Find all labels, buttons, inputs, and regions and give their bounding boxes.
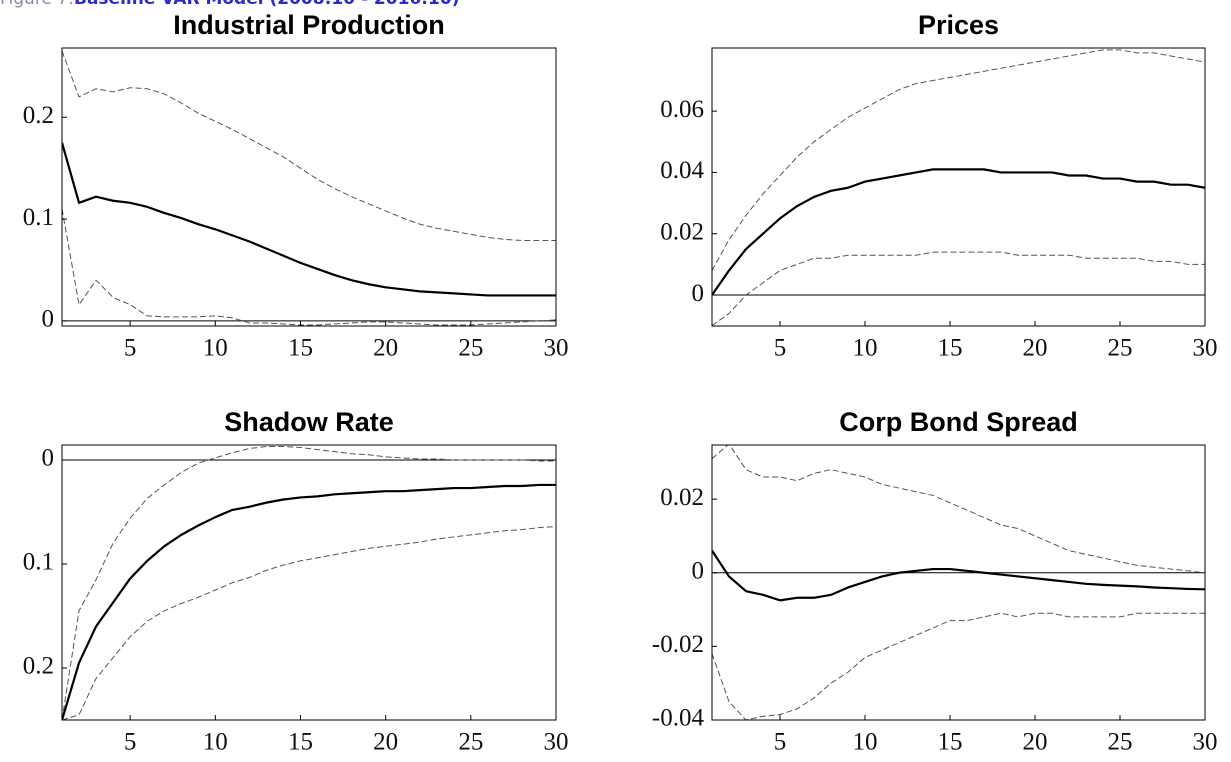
y-tick-label: 0 <box>42 445 55 472</box>
x-tick-label: 10 <box>203 335 228 362</box>
x-tick-label: 5 <box>774 729 787 756</box>
y-tick-label: 0.1 <box>23 204 54 231</box>
x-tick-label: 10 <box>853 729 878 756</box>
axes-frame <box>711 47 1206 327</box>
x-tick-label: 25 <box>458 335 483 362</box>
response-line <box>62 142 556 297</box>
x-tick-label: 25 <box>1108 729 1133 756</box>
band-line <box>712 49 1205 271</box>
x-tick-label: 15 <box>288 335 313 362</box>
response-line <box>712 550 1205 602</box>
x-tick-label: 15 <box>938 729 963 756</box>
y-tick-label: 0.04 <box>660 157 704 184</box>
x-tick-label: 5 <box>124 729 137 756</box>
x-tick-label: 30 <box>1193 729 1218 756</box>
subplot: Corp Bond Spread 5 10 15 20 25 30 -0.04 -0.02 0 0.… <box>652 407 1218 756</box>
plot-area <box>712 49 1205 326</box>
y-tick-label: 0.1 <box>23 549 54 576</box>
y-tick-label: 0.02 <box>660 484 704 511</box>
caption-label: Figure 7: <box>0 0 74 9</box>
band-line <box>62 526 556 720</box>
y-tick-label: 0.06 <box>660 96 704 123</box>
x-tick-label: 20 <box>1023 729 1048 756</box>
band-line <box>712 612 1205 720</box>
x-tick-label: 20 <box>373 729 398 756</box>
plot-area <box>62 50 556 326</box>
x-tick-label: 15 <box>938 335 963 362</box>
x-tick-label: 25 <box>458 729 483 756</box>
y-tick-label: 0 <box>692 557 705 584</box>
axes-frame <box>61 47 557 327</box>
x-tick-label: 30 <box>544 729 569 756</box>
subplot: Industrial Production 5 10 15 20 25 30 0 0.1 0.2 <box>23 10 569 362</box>
response-line <box>712 168 1205 296</box>
caption-text: Baseline VAR Model (2008:10 - 2016:10) <box>74 0 459 9</box>
subplot-title: Prices <box>918 10 999 40</box>
x-tick-label: 15 <box>288 729 313 756</box>
x-tick-label: 10 <box>203 729 228 756</box>
band-line <box>62 445 556 720</box>
y-tick-label: 0.2 <box>23 102 54 129</box>
axes-frame <box>711 444 1206 721</box>
plot-area <box>712 445 1205 720</box>
band-line <box>712 445 1205 574</box>
y-tick-label: 0 <box>42 306 55 333</box>
x-tick-label: 5 <box>774 335 787 362</box>
axes-frame <box>61 444 557 721</box>
x-tick-label: 5 <box>124 335 137 362</box>
x-tick-label: 20 <box>373 335 398 362</box>
x-tick-label: 25 <box>1108 335 1133 362</box>
x-tick-label: 10 <box>853 335 878 362</box>
y-tick-label: -0.04 <box>652 705 705 732</box>
y-tick-label: 0 <box>692 280 705 307</box>
subplot-title: Corp Bond Spread <box>839 407 1078 437</box>
subplot: Shadow Rate 5 10 15 20 25 30 0 0.1 0.2 <box>23 407 569 756</box>
band-line <box>62 208 556 326</box>
subplot-title: Shadow Rate <box>224 407 394 437</box>
subplot: Prices 5 10 15 20 25 30 0 0.02 0.04 0.06 <box>660 10 1217 362</box>
x-tick-label: 30 <box>1193 335 1218 362</box>
x-tick-label: 30 <box>544 335 569 362</box>
y-tick-label: -0.02 <box>652 631 704 658</box>
subplot-title: Industrial Production <box>173 10 445 40</box>
band-line <box>712 251 1205 326</box>
plot-area <box>62 445 556 720</box>
y-tick-label: 0.2 <box>23 653 54 680</box>
y-tick-label: 0.02 <box>660 218 704 245</box>
band-line <box>62 50 556 241</box>
x-tick-label: 20 <box>1023 335 1048 362</box>
response-line <box>62 483 556 720</box>
